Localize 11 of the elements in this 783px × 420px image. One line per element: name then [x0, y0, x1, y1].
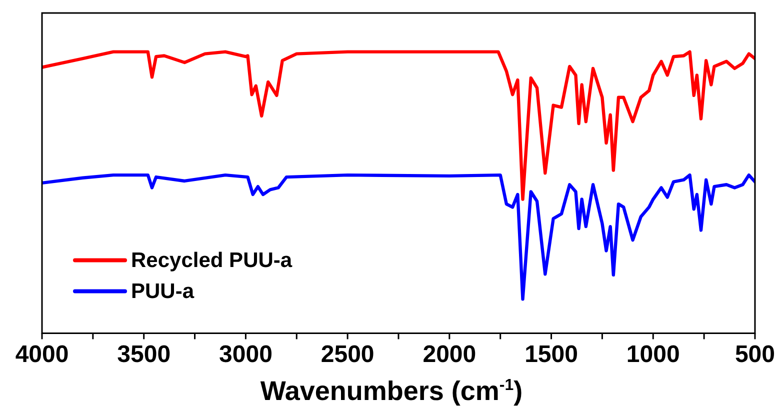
x-tick-label: 2500 [320, 341, 374, 368]
x-tick-label: 1000 [626, 341, 680, 368]
legend-label: Recycled PUU-a [131, 248, 292, 272]
x-tick-label: 3500 [117, 341, 171, 368]
x-tick-label: 4000 [15, 341, 69, 368]
x-tick-label: 1500 [524, 341, 578, 368]
x-axis-title: Wavenumbers (cm$^{-1}$) [259, 376, 524, 407]
x-tick-label: 500 [734, 341, 775, 368]
x-tick-label: 2000 [422, 341, 476, 368]
legend-label: PUU-a [131, 280, 194, 303]
x-tick-label: 3000 [219, 341, 272, 368]
